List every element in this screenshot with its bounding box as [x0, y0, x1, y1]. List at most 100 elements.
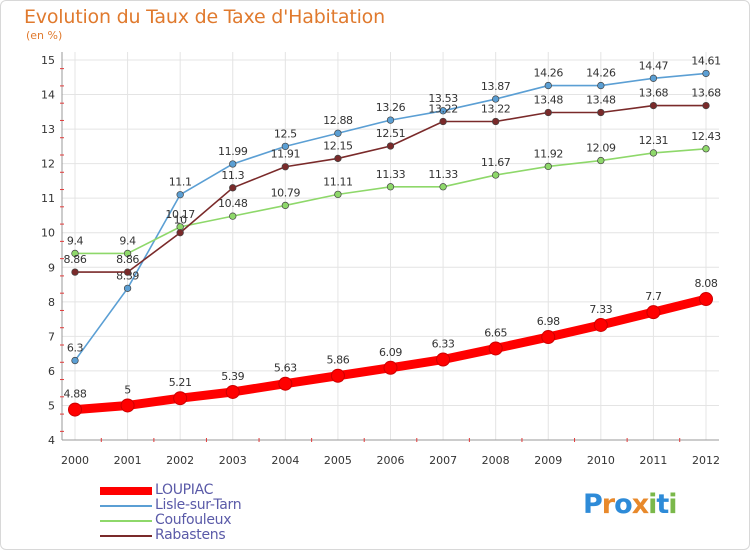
data-point: [176, 229, 184, 237]
x-tick-label: 2008: [482, 454, 510, 467]
data-label: 11.1: [169, 176, 192, 189]
data-point: [439, 107, 447, 115]
data-label: 6.65: [484, 326, 507, 339]
data-point: [68, 402, 82, 417]
data-label: 5: [124, 383, 131, 396]
data-point: [544, 81, 552, 90]
legend-label: LOUPIAC: [155, 482, 214, 498]
chart-subtitle: (en %): [26, 29, 63, 42]
data-label: 5.39: [221, 370, 244, 383]
data-point: [649, 101, 658, 110]
data-point: [386, 116, 395, 124]
data-point: [278, 376, 293, 391]
data-point: [173, 391, 188, 406]
data-label: 9.4: [119, 234, 136, 247]
data-point: [386, 183, 395, 191]
x-tick-label: 2001: [114, 454, 142, 467]
y-tick-label: 6: [48, 365, 55, 378]
data-point: [492, 171, 500, 179]
logo-letter: P: [583, 489, 603, 520]
y-tick-label: 13: [41, 123, 55, 136]
data-label: 13.22: [481, 102, 511, 115]
data-label: 13.68: [691, 87, 721, 100]
x-tick-label: 2009: [534, 454, 562, 467]
logo-letter: i: [668, 489, 677, 520]
data-label: 8.86: [64, 253, 87, 266]
data-label: 11.91: [271, 148, 301, 161]
x-tick-label: 2005: [324, 454, 352, 467]
data-point: [71, 249, 79, 258]
data-label: 6.09: [379, 346, 402, 359]
legend: LOUPIAC Lisle-sur-Tarn Coufouleux Rabastens: [100, 482, 340, 544]
data-point: [71, 268, 79, 276]
proxiti-logo: Proxiti: [583, 489, 678, 520]
data-label: 14.61: [691, 54, 721, 67]
data-label: 8.86: [116, 253, 139, 266]
data-point: [702, 145, 710, 153]
line-chart: 4 5 6 7 8 9 10 11 12 13 14 15 2000 2001 2002 2003 2004 20…: [41, 52, 722, 467]
y-tick-label: 9: [48, 261, 55, 274]
x-tick-label: 2004: [271, 454, 299, 467]
data-point: [120, 398, 135, 413]
data-point: [488, 341, 503, 356]
data-point: [229, 212, 237, 220]
data-point: [544, 162, 552, 171]
data-point: [492, 95, 500, 103]
legend-label: Lisle-sur-Tarn: [155, 497, 242, 513]
data-point: [123, 268, 132, 276]
data-label: 12.5: [274, 127, 297, 140]
x-tick-label: 2010: [587, 454, 615, 467]
legend-swatch: [100, 505, 152, 507]
logo-letter: r: [601, 489, 615, 520]
data-label: 11.92: [534, 147, 564, 160]
legend-item: Rabastens: [100, 528, 340, 544]
x-tick-label: 2012: [692, 454, 720, 467]
data-label: 14.47: [639, 59, 669, 72]
x-tick-label: 2002: [166, 454, 194, 467]
data-label: 5.63: [274, 362, 297, 375]
chart-title: Evolution du Taux de Taxe d'Habitation: [24, 6, 385, 28]
data-label: 6.3: [67, 342, 84, 355]
data-label: 10: [174, 214, 188, 227]
data-label: 13.87: [481, 80, 511, 93]
data-point: [334, 154, 342, 163]
y-tick-label: 5: [48, 399, 55, 412]
data-label: 8.08: [695, 277, 718, 290]
data-label: 10.48: [218, 197, 248, 210]
data-point: [281, 163, 289, 171]
data-point: [225, 384, 240, 399]
data-label: 12.43: [691, 130, 721, 143]
data-label: 13.22: [428, 102, 458, 115]
data-label: 11.3: [221, 169, 244, 182]
data-label: 5.86: [326, 354, 349, 367]
data-point: [383, 360, 398, 375]
x-tick-label: 2006: [377, 454, 405, 467]
data-label: 13.26: [376, 101, 406, 114]
data-label: 6.33: [432, 338, 455, 351]
data-point: [646, 305, 661, 320]
logo-letter: i: [648, 489, 657, 520]
data-label: 13.53: [428, 92, 458, 105]
data-label: 9.4: [67, 234, 84, 247]
data-label: 14.26: [534, 67, 564, 80]
data-point: [229, 184, 237, 192]
data-label: 11.99: [218, 145, 248, 158]
data-label: 14.26: [586, 67, 616, 80]
y-tick-label: 10: [41, 227, 55, 240]
data-point: [649, 74, 658, 82]
x-tick-label: 2000: [61, 454, 89, 467]
data-point: [334, 129, 342, 137]
data-point: [229, 160, 237, 168]
y-tick-label: 14: [41, 89, 55, 102]
data-label: 11.33: [428, 168, 458, 181]
y-tick-label: 7: [48, 330, 55, 343]
data-point: [597, 81, 605, 90]
y-tick-label: 15: [41, 54, 55, 67]
data-point: [439, 183, 447, 191]
data-label: 13.48: [586, 94, 616, 107]
data-point: [593, 317, 608, 332]
data-label: 11.33: [376, 168, 406, 181]
data-label: 12.88: [323, 114, 353, 127]
data-point: [702, 101, 710, 110]
data-label: 13.68: [639, 87, 669, 100]
